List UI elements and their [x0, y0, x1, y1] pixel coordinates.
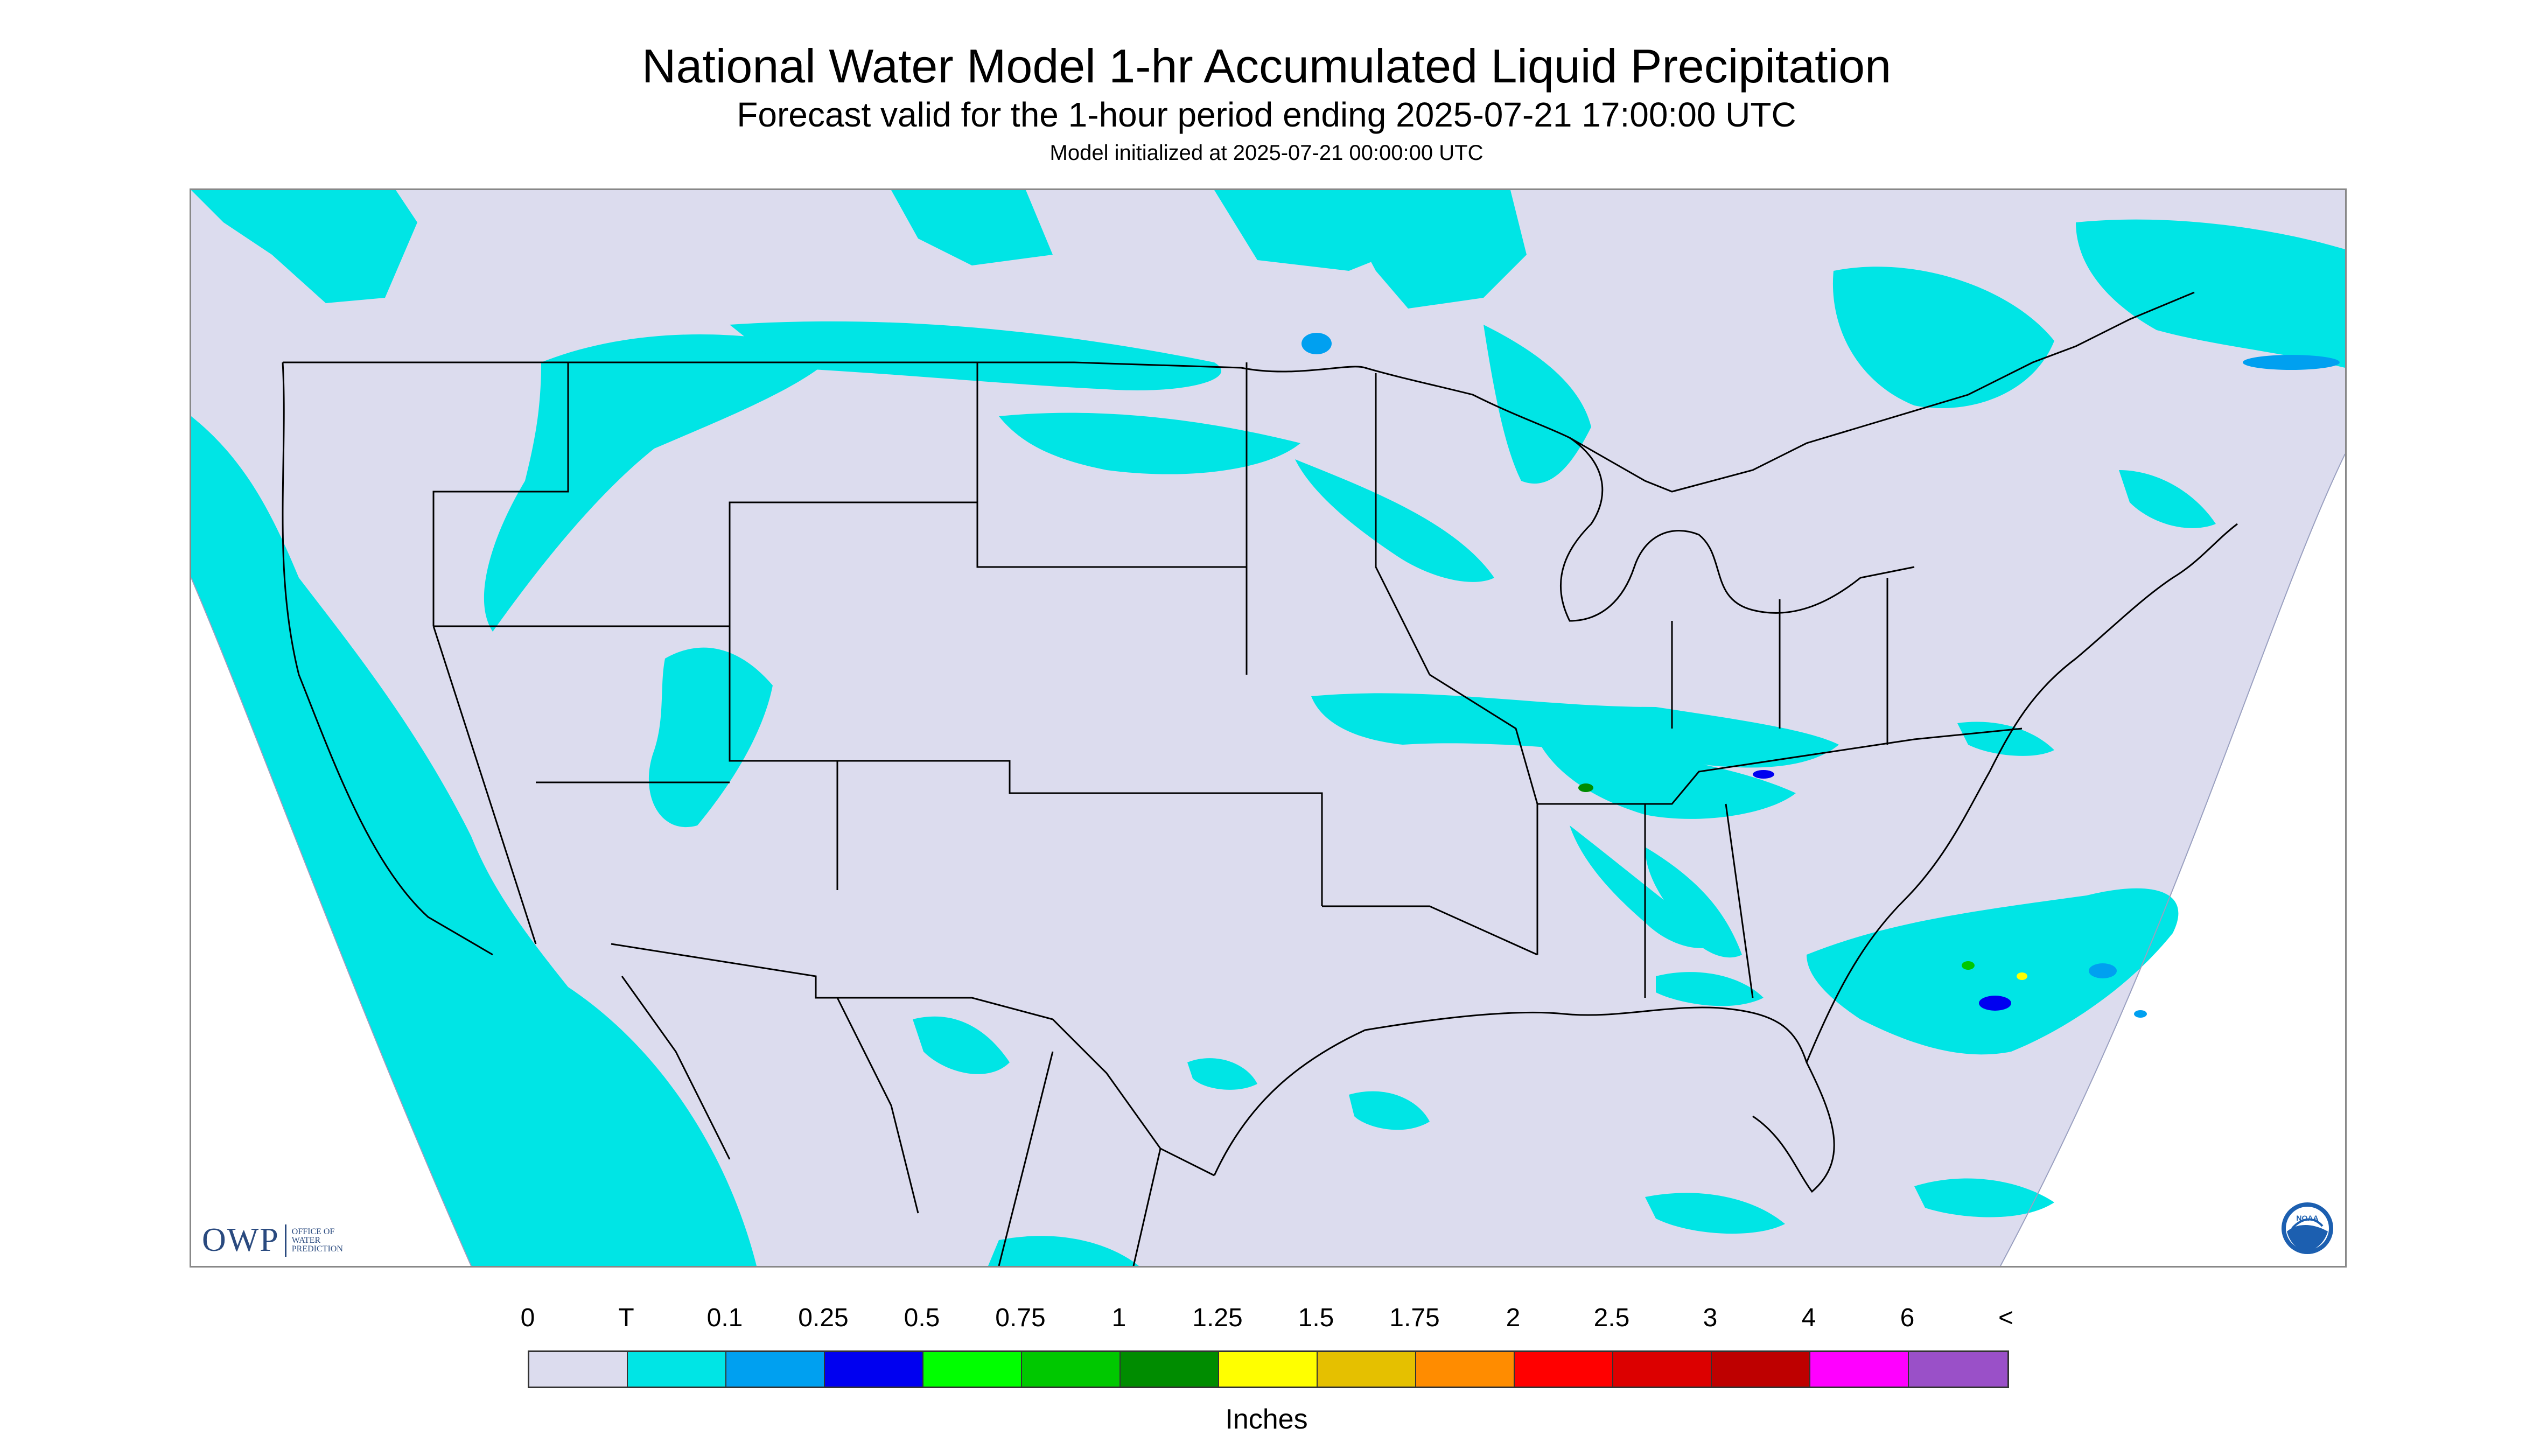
legend-swatch	[628, 1352, 726, 1387]
precip-trace-areas	[191, 190, 2345, 1266]
owp-logo: OWP OFFICE OF WATER PREDICTION	[202, 1221, 343, 1259]
state-line-2	[729, 501, 1248, 675]
state-line-8	[432, 362, 730, 944]
legend-label: T	[618, 1304, 634, 1332]
noaa-logo-icon: NOAA	[2282, 1202, 2333, 1254]
state-line-3	[810, 760, 1323, 906]
legend-label: 1.25	[1192, 1304, 1243, 1332]
legend-label: 1	[1111, 1304, 1126, 1332]
model-domain	[191, 190, 2345, 1266]
owp-logo-text: OWP	[202, 1222, 279, 1258]
us-mexico-border	[611, 943, 1215, 1177]
great-lakes	[1560, 437, 1915, 622]
mexico-state-lines	[621, 976, 1161, 1266]
legend-swatch	[726, 1352, 825, 1387]
owp-caption-line2: WATER	[291, 1235, 321, 1245]
map-title: National Water Model 1-hr Accumulated Li…	[641, 39, 1892, 93]
gulf-coast	[1213, 1006, 1835, 1193]
legend-swatch	[923, 1352, 1022, 1387]
state-line-6	[1537, 727, 2023, 998]
owp-logo-divider	[284, 1224, 286, 1257]
legend-swatch	[1219, 1352, 1318, 1387]
legend-label: 0.5	[904, 1304, 940, 1332]
legend-swatch	[1121, 1352, 1219, 1387]
legend-label: 0.25	[798, 1304, 849, 1332]
domain-edge	[191, 453, 2345, 1266]
legend-label: 3	[1703, 1304, 1718, 1332]
noaa-logo-label: NOAA	[2296, 1214, 2318, 1222]
state-line-4	[976, 362, 1431, 675]
legend-swatch	[529, 1352, 628, 1387]
owp-caption-line1: OFFICE OF	[291, 1227, 335, 1236]
legend-label: 1.75	[1389, 1304, 1440, 1332]
legend-label: 6	[1900, 1304, 1915, 1332]
legend-label: 2	[1506, 1304, 1521, 1332]
legend-swatch	[1712, 1352, 1810, 1387]
forecast-valid-subtitle: Forecast valid for the 1-hour period end…	[737, 95, 1796, 134]
legend-label: 0.1	[706, 1304, 743, 1332]
legend-swatch	[1613, 1352, 1712, 1387]
state-line-1	[433, 625, 838, 890]
state-line-5	[1322, 674, 1538, 956]
legend-label: 4	[1801, 1304, 1816, 1332]
precipitation-map: OWP OFFICE OF WATER PREDICTION NOAA	[190, 188, 2347, 1268]
legend-label: 2.5	[1593, 1304, 1630, 1332]
legend-swatch	[1909, 1352, 2007, 1387]
legend-color-bar	[528, 1350, 2009, 1388]
legend-label: 1.5	[1298, 1304, 1334, 1332]
legend-swatch	[1416, 1352, 1515, 1387]
legend-units: Inches	[1225, 1404, 1308, 1435]
legend-label: 0.75	[995, 1304, 1046, 1332]
state-line-7	[1671, 578, 1888, 745]
model-init-label: Model initialized at 2025-07-21 00:00:00…	[1049, 141, 1484, 165]
owp-caption-line3: PREDICTION	[291, 1244, 343, 1254]
legend-label: <	[1998, 1304, 2014, 1332]
boundary-lines	[282, 291, 2238, 1266]
us-canada-border	[283, 291, 2195, 493]
legend-swatch	[1318, 1352, 1416, 1387]
west-coast	[282, 362, 493, 956]
map-svg	[191, 190, 2345, 1266]
legend-swatch	[1515, 1352, 1613, 1387]
legend-swatch	[1810, 1352, 1909, 1387]
east-coast	[1806, 523, 2238, 1063]
legend-swatch	[825, 1352, 923, 1387]
precip-heavy-cells	[1302, 333, 2340, 1018]
legend-labels: 0 T 0.1 0.25 0.5 0.75 1 1.25 1.5 1.75 2 2.5 3 4 6 <	[521, 1303, 2013, 1335]
legend-swatch	[1022, 1352, 1121, 1387]
owp-logo-caption: OFFICE OF WATER PREDICTION	[291, 1227, 343, 1254]
legend-label: 0	[520, 1304, 535, 1332]
